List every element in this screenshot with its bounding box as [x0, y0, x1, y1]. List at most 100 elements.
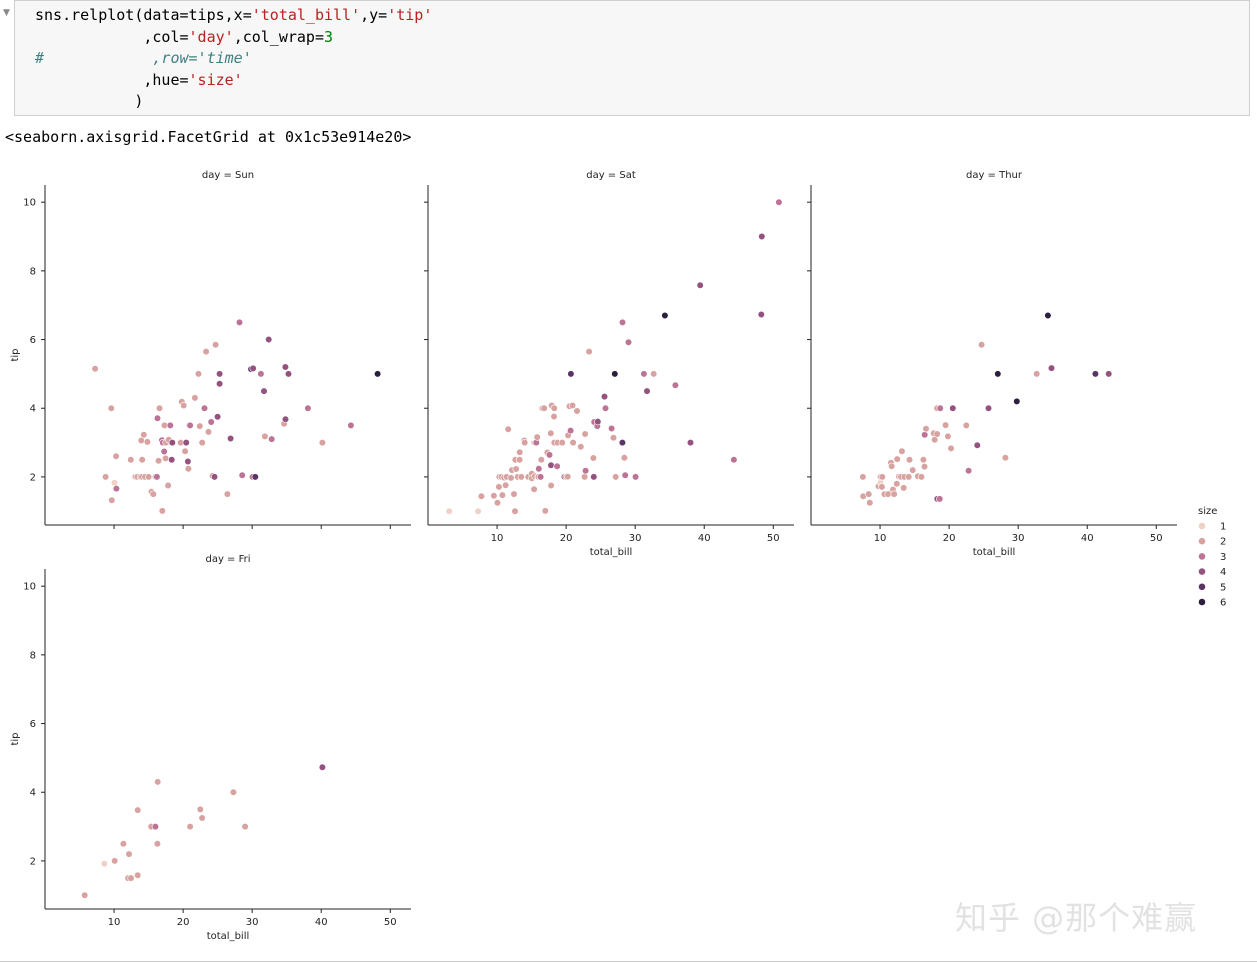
scatter-point [107, 404, 115, 412]
scatter-point [533, 433, 541, 441]
scatter-point [204, 428, 213, 436]
x-tick-label: 20 [560, 533, 573, 544]
scatter-point [261, 432, 269, 441]
scatter-point [564, 473, 572, 481]
scatter-point [251, 473, 259, 481]
scatter-point [127, 874, 135, 882]
scatter-point [612, 473, 620, 481]
scatter-point [577, 443, 585, 451]
scatter-point [890, 490, 898, 498]
scatter-point [153, 840, 161, 848]
scatter-point [909, 466, 917, 474]
x-tick-label: 50 [384, 917, 397, 928]
scatter-point [194, 370, 203, 378]
scatter-point [567, 370, 575, 378]
scatter-point [1001, 454, 1010, 462]
legend-marker [1198, 537, 1206, 546]
scatter-point [304, 404, 312, 412]
scatter-point [609, 434, 618, 442]
x-tick-label: 30 [246, 917, 259, 928]
scatter-point [153, 414, 162, 422]
scatter-point [547, 429, 555, 437]
watermark: 知乎 @那个难赢 [955, 899, 1198, 937]
legend-marker [1198, 552, 1206, 561]
x-tick-label: 20 [943, 533, 956, 544]
collapse-arrow-icon[interactable]: ▼ [3, 8, 10, 18]
scatter-point [893, 455, 901, 463]
scatter-point [893, 480, 901, 488]
scatter-point [238, 471, 246, 479]
scatter-point [198, 439, 206, 447]
scatter-point [581, 467, 590, 475]
x-tick-label: 50 [767, 533, 780, 544]
code-editor[interactable]: sns.relplot(data=tips,x='total_bill',y='… [35, 5, 432, 113]
scatter-point [964, 467, 973, 475]
scatter-point [140, 431, 148, 439]
scatter-point [515, 456, 524, 464]
legend-marker [1198, 598, 1206, 606]
scatter-point [973, 441, 981, 449]
code-cell[interactable]: sns.relplot(data=tips,x='total_bill',y='… [14, 0, 1250, 116]
facet-title: day = Thur [966, 170, 1023, 181]
x-tick-label: 40 [1081, 533, 1094, 544]
scatter-point [210, 473, 219, 481]
legend-marker [1198, 522, 1206, 530]
code-string: 'day' [188, 27, 234, 46]
scatter-point [81, 891, 89, 899]
scatter-point [671, 381, 680, 389]
scatter-point [865, 490, 873, 498]
scatter-point [153, 473, 161, 481]
scatter-point [155, 404, 164, 412]
scatter-point [920, 463, 929, 471]
code-token: ,col_wrap= [233, 27, 324, 46]
facet-panel: day = Sun 2 4 6 8 10 tip [10, 170, 411, 529]
legend-label: 4 [1220, 567, 1226, 578]
scatter-point [550, 404, 558, 412]
scatter-point [100, 860, 108, 868]
scatter-point [182, 439, 190, 447]
scatter-point [202, 348, 210, 356]
scatter-point [650, 370, 658, 378]
scatter-point [119, 840, 127, 848]
scatter-point [536, 473, 545, 481]
scatter-point [618, 439, 627, 447]
scatter-point [601, 404, 610, 412]
facet-panel: day = Thur 10 20 30 40 50 total_bill [807, 170, 1177, 558]
y-axis-label: tip [10, 348, 21, 361]
facet-title: day = Sat [586, 170, 636, 181]
scatter-point [568, 401, 577, 410]
scatter-point [511, 507, 519, 515]
scatter-point [168, 439, 176, 447]
x-tick-label: 40 [315, 917, 328, 928]
scatter-point [284, 370, 293, 378]
scatter-point [866, 499, 874, 507]
y-tick-label: 4 [30, 404, 36, 415]
scatter-point [643, 387, 651, 395]
scatter-point [730, 456, 738, 464]
legend-label: 5 [1220, 582, 1226, 593]
scatter-point [229, 788, 237, 796]
scatter-point [758, 232, 766, 241]
scatter-point [186, 822, 194, 831]
scatter-point [166, 421, 174, 430]
scatter-point [590, 473, 598, 481]
facet-title: day = Fri [205, 554, 250, 565]
scatter-point [757, 310, 765, 319]
scatter-point [585, 348, 593, 356]
scatter-point [160, 447, 168, 456]
scatter-point [550, 412, 558, 421]
legend-marker [1198, 567, 1206, 576]
scatter-point [145, 473, 153, 481]
scatter-point [921, 431, 929, 439]
scatter-point [134, 806, 142, 814]
scatter-point [112, 485, 120, 493]
y-tick-label: 2 [30, 472, 36, 483]
scatter-point [108, 496, 116, 504]
scatter-point [257, 370, 265, 378]
scatter-point [184, 465, 192, 473]
scatter-point [168, 456, 176, 464]
scatter-point [521, 439, 529, 447]
scatter-point [184, 457, 192, 466]
